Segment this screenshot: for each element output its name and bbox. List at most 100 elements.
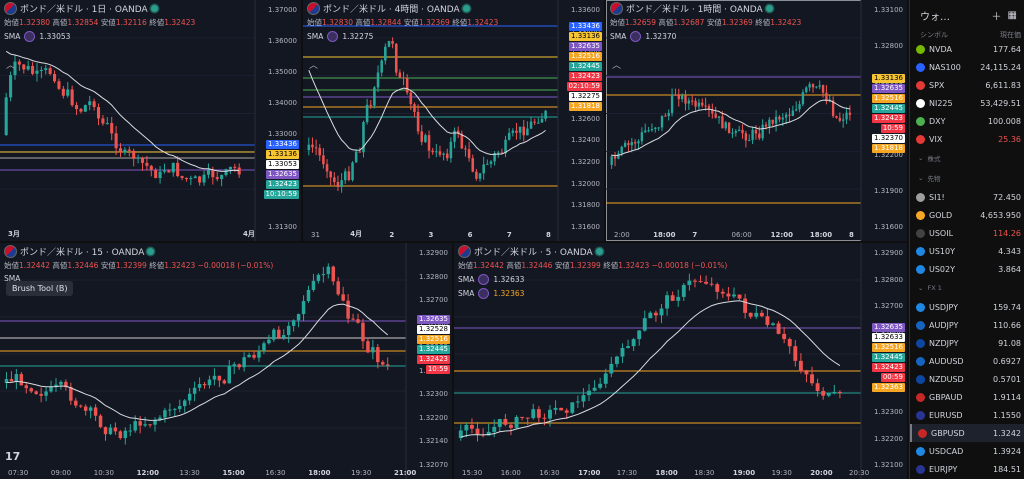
sma-indicator-legend[interactable]: SMA 1.32633 — [458, 274, 525, 285]
layout-icon[interactable]: ▦ — [1007, 9, 1017, 21]
candle-body — [614, 356, 619, 364]
chart-canvas[interactable] — [454, 243, 907, 479]
pane-title[interactable]: ポンド／米ドル · 1時間 · OANDA — [626, 5, 763, 15]
candle-body — [748, 140, 751, 142]
collapse-chevron-icon[interactable]: ︿ — [6, 61, 16, 71]
symbol-name: AUDUSD — [929, 356, 964, 366]
candle-body — [774, 116, 778, 124]
symbol-logo-icon — [916, 392, 925, 402]
pane-title[interactable]: ポンド／米ドル · 5 · OANDA — [474, 248, 593, 258]
watchlist-title[interactable]: ウォ… — [920, 11, 950, 23]
candle-body — [431, 150, 434, 153]
candle-body — [380, 60, 383, 73]
sma-indicator-legend[interactable]: SMA 1.32370 — [610, 31, 677, 42]
watchlist-row[interactable]: USDCAD 1.3924 — [910, 442, 1024, 460]
tradingview-logo[interactable]: 17 — [5, 450, 21, 463]
chart-canvas[interactable] — [0, 243, 452, 479]
settings-icon[interactable] — [24, 31, 36, 42]
candle-body — [670, 94, 674, 113]
sma-indicator-legend-2[interactable]: SMA 1.32363 — [458, 288, 525, 299]
settings-icon[interactable] — [327, 31, 339, 42]
symbol-name: EURJPY — [929, 464, 958, 474]
candle-body — [693, 280, 697, 282]
watchlist-row[interactable]: US10Y 4.343 — [910, 242, 1024, 260]
candle-body — [35, 70, 39, 74]
watchlist-row[interactable]: AUDUSD 0.6927 — [910, 352, 1024, 370]
watchlist-header: シンボル 現在価 — [920, 31, 1021, 39]
candle-body — [394, 43, 398, 73]
symbol-logo-icon — [916, 134, 925, 144]
add-symbol-icon[interactable]: ＋ — [991, 11, 1002, 23]
watchlist-row[interactable]: VIX 25.36 — [910, 130, 1024, 148]
watchlist-row[interactable]: NI225 53,429.51 — [910, 94, 1024, 112]
candle-body — [358, 151, 362, 153]
price-label: 1.32275 — [569, 92, 602, 101]
chart-canvas[interactable] — [0, 0, 301, 241]
collapse-chevron-icon[interactable]: ︿ — [612, 61, 622, 71]
candle-body — [691, 100, 694, 102]
watchlist-row[interactable]: NAS100 24,115.24 — [910, 58, 1024, 76]
watchlist-row[interactable]: GOLD 4,653.950 — [910, 206, 1024, 224]
watchlist-row[interactable]: USDJPY 159.74 — [910, 298, 1024, 316]
sma-indicator-legend[interactable]: SMA — [4, 274, 21, 283]
price-label: 1.32635 — [569, 42, 602, 51]
candle-body — [101, 118, 105, 124]
candle-body — [314, 147, 318, 149]
candle-body — [659, 308, 664, 316]
symbol-price: 53,429.51 — [980, 98, 1021, 108]
chart-pane-daily[interactable]: ポンド／米ドル · 1日 · OANDA 始値1.32380 高値1.32854… — [0, 0, 301, 241]
watchlist-row[interactable]: USOIL 114.26 — [910, 224, 1024, 242]
watchlist-row[interactable]: GBPAUD 1.9114 — [910, 388, 1024, 406]
symbol-logo-icon — [916, 44, 925, 54]
candle-body — [57, 81, 61, 89]
x-axis-tick: 17:30 — [616, 469, 637, 477]
x-axis-tick: 2 — [389, 231, 395, 239]
pane-title[interactable]: ポンド／米ドル · 1日 · OANDA — [20, 5, 148, 15]
x-axis-tick: 20:00 — [810, 469, 833, 477]
candle-body — [356, 319, 360, 323]
collapse-chevron-icon[interactable]: ︿ — [309, 61, 319, 71]
x-axis-tick: 4月 — [350, 230, 363, 238]
watchlist-row[interactable]: DXY 100.008 — [910, 112, 1024, 130]
watchlist-row[interactable]: GBPUSD 1.3242 — [910, 424, 1024, 442]
watchlist-row[interactable]: NVDA 177.64 — [910, 40, 1024, 58]
section-header[interactable]: ⌄ FX 1 — [918, 284, 942, 292]
candle-body — [631, 339, 636, 347]
watchlist-row[interactable]: AUDJPY 110.66 — [910, 316, 1024, 334]
candle-body — [471, 158, 475, 172]
pane-title[interactable]: ポンド／米ドル · 4時間 · OANDA — [323, 5, 460, 15]
chart-pane-5m[interactable]: ポンド／米ドル · 5 · OANDA 始値1.32442 高値1.32446 … — [454, 243, 907, 479]
x-axis-tick: 15:00 — [222, 469, 245, 477]
sma-indicator-legend[interactable]: SMA 1.32275 — [307, 31, 374, 42]
chart-pane-15m[interactable]: ポンド／米ドル · 15 · OANDA 始値1.32442 高値1.32446… — [0, 243, 452, 479]
symbol-name: SI1! — [929, 192, 945, 202]
symbol-price: 25.36 — [998, 134, 1021, 144]
watchlist-row[interactable]: US02Y 3.864 — [910, 260, 1024, 278]
candle-body — [754, 312, 759, 317]
candle-body — [637, 330, 642, 340]
watchlist-row[interactable]: EURUSD 1.1550 — [910, 406, 1024, 424]
watchlist-row[interactable]: NZDUSD 0.5701 — [910, 370, 1024, 388]
y-axis-tick: 1.33000 — [268, 130, 297, 138]
settings-icon[interactable] — [478, 288, 490, 299]
pane-title[interactable]: ポンド／米ドル · 15 · OANDA — [20, 248, 145, 258]
settings-icon[interactable] — [478, 274, 490, 285]
candle-body — [787, 339, 792, 347]
watchlist-row[interactable]: EURJPY 184.51 — [910, 460, 1024, 478]
chart-pane-4h[interactable]: ポンド／米ドル · 4時間 · OANDA 始値1.32830 高値1.3284… — [303, 0, 604, 241]
watchlist-panel: ウォ… ＋ ▦ シンボル 現在価 NVDA 177.64 NAS100 24,115.2… — [909, 0, 1024, 479]
section-header[interactable]: ⌄ 先物 — [918, 174, 941, 183]
watchlist-row[interactable]: SI1! 72.450 — [910, 188, 1024, 206]
watchlist-row[interactable]: NZDJPY 91.08 — [910, 334, 1024, 352]
price-label: 1.32635 — [872, 323, 905, 332]
y-axis-tick: 1.32070 — [419, 461, 448, 469]
settings-icon[interactable] — [630, 31, 642, 42]
sma-indicator-legend[interactable]: SMA 1.33053 — [4, 31, 71, 42]
section-header[interactable]: ⌄ 株式 — [918, 154, 941, 163]
watchlist-row[interactable]: SPX 6,611.83 — [910, 76, 1024, 94]
candle-body — [29, 388, 33, 392]
chart-pane-1h[interactable]: ポンド／米ドル · 1時間 · OANDA 始値1.32659 高値1.3268… — [606, 0, 907, 241]
candle-body — [171, 162, 175, 173]
candle-body — [795, 109, 798, 111]
price-label: 1.32635 — [872, 84, 905, 93]
